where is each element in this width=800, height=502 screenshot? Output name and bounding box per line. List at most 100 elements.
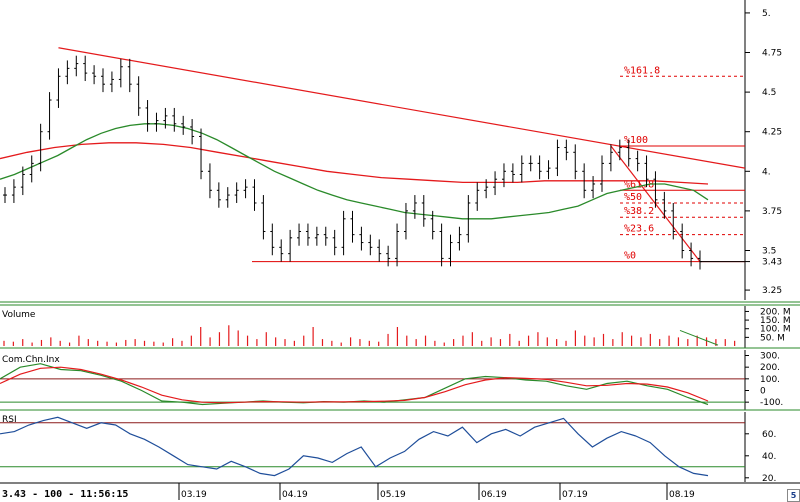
price-bar xyxy=(243,179,248,199)
price-bar xyxy=(680,223,685,259)
price-bar xyxy=(163,107,168,129)
price-bar xyxy=(448,234,453,267)
price-bar xyxy=(350,210,355,243)
price-bar xyxy=(216,182,221,208)
price-bar xyxy=(493,171,498,196)
price-bar xyxy=(403,202,408,240)
volume-tick-label: 50. M xyxy=(760,333,785,343)
x-tick-label: 04.19 xyxy=(282,490,308,500)
price-tick-label: 3.75 xyxy=(762,207,782,217)
price-bar xyxy=(662,191,667,219)
main-price-panel: 5. 4.75 4.5 4.25 4. 3.75 3.5 3.43 3.25 %161.8 %10… xyxy=(0,0,782,300)
cci-panel: Com.Chn.Inx 300.200. 100. 0-100. xyxy=(0,350,800,411)
rsi-panel: RSI 60. 40. 20. xyxy=(0,412,800,484)
price-bar xyxy=(234,182,239,203)
price-bar xyxy=(564,139,569,161)
volume-trend-line xyxy=(679,329,719,346)
price-bar xyxy=(118,58,123,88)
price-bar xyxy=(341,210,346,256)
price-bar xyxy=(573,144,578,180)
cci-tick-label: 300. xyxy=(760,352,780,362)
price-bar xyxy=(92,65,97,85)
price-bar xyxy=(279,239,284,262)
fib-level-label: %50 xyxy=(624,192,642,203)
price-bar xyxy=(475,182,480,211)
price-bars xyxy=(3,55,702,270)
price-bar xyxy=(537,155,542,180)
price-bar xyxy=(172,107,177,132)
fib-level-label: %100 xyxy=(624,135,648,146)
price-bar xyxy=(136,76,141,116)
price-bar xyxy=(421,195,426,227)
price-bar xyxy=(207,163,212,199)
price-bar xyxy=(297,223,302,246)
price-bar xyxy=(555,139,560,177)
fib-level-label: %23.6 xyxy=(624,224,654,235)
price-tick-label: 4. xyxy=(762,167,771,177)
rsi-tick-label: 20. xyxy=(762,474,776,484)
price-bar xyxy=(20,166,25,196)
price-bar xyxy=(510,163,515,183)
rsi-line xyxy=(0,416,745,477)
price-bar xyxy=(484,179,489,199)
price-bar xyxy=(653,171,658,208)
cci-signal-line xyxy=(0,366,709,404)
price-bar xyxy=(305,223,310,246)
price-bar xyxy=(635,150,640,172)
price-bar xyxy=(501,163,506,188)
price-bar xyxy=(671,202,676,240)
price-bar xyxy=(288,229,293,262)
rsi-axis: 60. 40. 20. xyxy=(745,430,776,484)
fib-level-label: %61.8 xyxy=(624,179,654,190)
price-bar xyxy=(599,155,604,192)
price-bar xyxy=(457,226,462,251)
price-bar xyxy=(528,155,533,172)
price-bar xyxy=(412,195,417,219)
price-bar xyxy=(466,195,471,243)
price-bar xyxy=(145,100,150,132)
price-tick-label: 5. xyxy=(762,9,771,19)
price-tick-label: 3.43 xyxy=(762,258,782,268)
x-tick-label: 07.19 xyxy=(562,490,588,500)
cci-axis: 300.200. 100. 0-100. xyxy=(745,352,783,408)
x-tick-label: 08.19 xyxy=(669,490,695,500)
price-tick-label: 3.25 xyxy=(762,286,782,296)
short-moving-average xyxy=(0,123,709,220)
price-bar xyxy=(270,223,275,256)
price-bar xyxy=(74,55,79,77)
price-bar xyxy=(314,226,319,246)
price-bar xyxy=(395,223,400,267)
price-bar xyxy=(101,68,106,93)
fib-level-label: %0 xyxy=(624,251,636,262)
rsi-tick-label: 60. xyxy=(762,430,776,440)
price-bar xyxy=(519,155,524,183)
rsi-tick-label: 40. xyxy=(762,452,776,462)
price-tick-label: 4.5 xyxy=(762,88,776,98)
price-bar xyxy=(38,123,43,172)
x-tick-label: 05.19 xyxy=(380,490,406,500)
x-axis-ticks: 03.19 04.19 05.19 06.19 07.19 08.19 xyxy=(178,483,695,500)
price-bar xyxy=(377,239,382,262)
price-bar xyxy=(546,160,551,180)
volume-title: Volume xyxy=(2,310,36,320)
cci-title: Com.Chn.Inx xyxy=(2,355,60,365)
price-bar xyxy=(689,242,694,267)
app-logo-icon[interactable]: 5 xyxy=(787,489,800,502)
price-bar xyxy=(332,229,337,256)
price-bar xyxy=(11,179,16,203)
price-bar xyxy=(626,139,631,167)
price-bar xyxy=(252,179,257,211)
short-ma-line xyxy=(0,123,709,220)
price-bar xyxy=(386,245,391,267)
price-bar xyxy=(199,128,204,180)
price-bar xyxy=(359,226,364,251)
x-tick-label: 03.19 xyxy=(181,490,207,500)
price-bar xyxy=(190,119,195,145)
price-bar xyxy=(608,144,613,172)
cci-tick-label: -100. xyxy=(760,398,783,408)
price-bar xyxy=(65,60,70,85)
cci-tick-label: 0 xyxy=(760,387,766,397)
